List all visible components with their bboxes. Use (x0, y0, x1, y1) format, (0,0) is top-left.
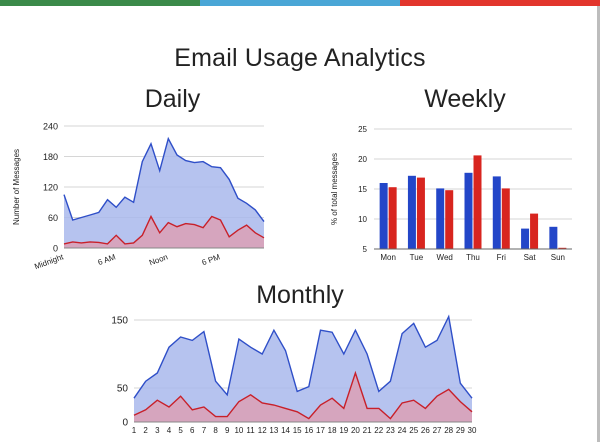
weekly-y-axis-title: % of total messages (330, 153, 339, 225)
daily-y-tick-label: 240 (43, 122, 58, 132)
monthly-x-tick-label: 15 (293, 426, 302, 435)
monthly-x-tick-label: 25 (409, 426, 418, 435)
weekly-bar-mon-series-1 (379, 183, 388, 249)
daily-chart-title: Daily (144, 85, 201, 113)
monthly-x-tick-label: 3 (155, 426, 160, 435)
weekly-x-tick-label: Mon (380, 253, 396, 262)
daily-y-axis-title: Number of Messages (12, 149, 21, 225)
weekly-y-tick-label: 10 (358, 215, 367, 224)
monthly-x-tick-label: 19 (339, 426, 348, 435)
daily-y-tick-label: 0 (53, 244, 58, 254)
monthly-x-tick-label: 26 (421, 426, 430, 435)
weekly-y-tick-label: 25 (358, 125, 367, 134)
monthly-x-tick-label: 29 (456, 426, 465, 435)
monthly-x-tick-label: 18 (328, 426, 337, 435)
monthly-series-2-area (134, 373, 472, 422)
weekly-x-tick-label: Tue (410, 253, 424, 262)
monthly-x-tick-label: 30 (468, 426, 477, 435)
monthly-x-tick-label: 17 (316, 426, 325, 435)
daily-series-2-line (63, 214, 265, 245)
monthly-x-tick-label: 27 (433, 426, 442, 435)
weekly-bar-wed-series-2 (445, 190, 454, 249)
monthly-x-tick-label: 4 (167, 426, 172, 435)
weekly-bar-mon-series-2 (388, 187, 397, 249)
monthly-x-tick-label: 24 (398, 426, 407, 435)
daily-y-tick-label: 120 (43, 183, 58, 193)
monthly-series-2-line (133, 370, 473, 420)
stripe-segment-red (400, 0, 600, 6)
weekly-bar-tue-series-2 (416, 177, 425, 249)
weekly-bar-thu-series-1 (464, 172, 473, 249)
monthly-x-tick-label: 10 (234, 426, 243, 435)
monthly-y-tick-label: 150 (111, 316, 128, 327)
weekly-x-tick-label: Wed (437, 253, 453, 262)
monthly-x-tick-label: 5 (178, 426, 183, 435)
monthly-x-tick-label: 14 (281, 426, 290, 435)
weekly-x-tick-label: Fri (497, 253, 507, 262)
stripe-segment-blue (200, 0, 400, 6)
weekly-bar-sun-series-1 (549, 226, 558, 249)
top-color-stripe (0, 0, 600, 6)
daily-y-tick-label: 60 (48, 213, 58, 223)
monthly-x-tick-label: 1 (132, 426, 137, 435)
weekly-bar-tue-series-1 (407, 175, 416, 249)
daily-series-1-line (63, 136, 265, 223)
weekly-bar-thu-series-2 (473, 155, 482, 249)
weekly-y-tick-label: 20 (358, 155, 367, 164)
monthly-x-tick-label: 28 (444, 426, 453, 435)
monthly-x-tick-label: 22 (374, 426, 383, 435)
weekly-y-tick-label: 15 (358, 185, 367, 194)
daily-y-tick-label: 180 (43, 152, 58, 162)
weekly-bar-fri-series-2 (501, 188, 510, 249)
right-edge-border (597, 6, 600, 442)
monthly-x-tick-label: 6 (190, 426, 195, 435)
monthly-series-1-line (133, 314, 473, 399)
weekly-chart-title: Weekly (424, 85, 506, 113)
monthly-x-tick-label: 21 (363, 426, 372, 435)
weekly-y-tick-label: 5 (363, 245, 368, 254)
daily-series-2-area (64, 216, 264, 248)
monthly-x-tick-label: 12 (258, 426, 267, 435)
weekly-bar-sat-series-1 (521, 228, 530, 249)
monthly-x-tick-label: 16 (304, 426, 313, 435)
monthly-x-tick-label: 11 (246, 426, 255, 435)
weekly-bar-sat-series-2 (530, 213, 539, 249)
weekly-bar-sun-series-2 (558, 247, 567, 249)
monthly-x-tick-label: 23 (386, 426, 395, 435)
weekly-x-tick-label: Sat (524, 253, 537, 262)
monthly-x-tick-label: 20 (351, 426, 360, 435)
weekly-x-tick-label: Sun (551, 253, 565, 262)
monthly-x-tick-label: 13 (269, 426, 278, 435)
monthly-x-tick-label: 2 (143, 426, 148, 435)
monthly-chart-title: Monthly (256, 281, 344, 309)
monthly-x-tick-label: 8 (213, 426, 218, 435)
monthly-y-tick-label: 50 (117, 384, 129, 395)
weekly-bar-fri-series-1 (492, 176, 501, 249)
stripe-segment-green (0, 0, 200, 6)
monthly-y-tick-label: 0 (122, 418, 128, 429)
monthly-x-tick-label: 7 (202, 426, 207, 435)
monthly-x-tick-label: 9 (225, 426, 230, 435)
weekly-x-tick-label: Thu (466, 253, 480, 262)
monthly-series-1-area (134, 316, 472, 422)
weekly-bar-wed-series-1 (436, 188, 445, 249)
page-title: Email Usage Analytics (174, 43, 426, 72)
